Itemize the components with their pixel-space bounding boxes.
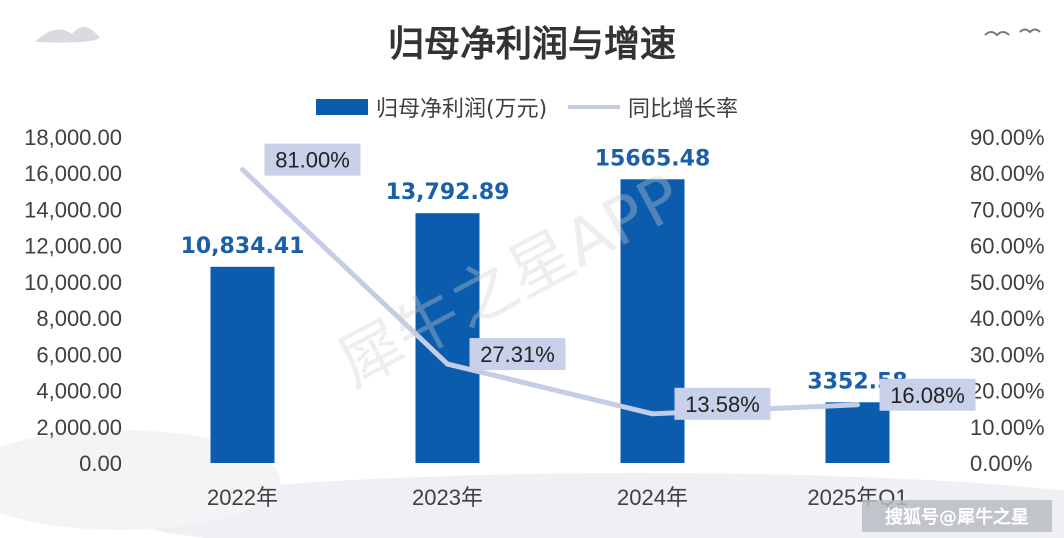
growth-rate-data-label: 13.58% [685,392,760,417]
growth-rate-label-box [879,378,976,411]
decorative-mountain-icon [35,26,100,43]
bar [415,213,480,463]
y-left-tick-label: 6,000.00 [36,342,122,367]
legend-bar-swatch [316,99,368,115]
source-text: 搜狐号@犀牛之星 [885,506,1029,528]
y-right-tick-label: 30.00% [970,342,1045,367]
y-left-tick-label: 12,000.00 [24,234,122,259]
y-left-tick-label: 8,000.00 [36,306,122,331]
legend-label-line: 同比增长率 [628,97,738,122]
y-axis-left: 0.00 2,000.00 4,000.00 6,000.00 8,000.00 10,0… [24,125,122,476]
y-left-tick-label: 0.00 [79,451,122,476]
decorative-bird-icon [1019,28,1041,34]
y-right-tick-label: 60.00% [970,234,1045,259]
y-left-tick-label: 10,000.00 [24,270,122,295]
x-axis: 2022年 2023年 2024年 2025年Q1 [207,485,908,510]
y-left-tick-label: 4,000.00 [36,379,122,404]
y-right-tick-label: 90.00% [970,125,1045,150]
growth-rate-point [855,402,860,408]
growth-rate-data-label: 27.31% [480,342,555,367]
source-badge [862,500,1052,532]
growth-rate-label-box [674,387,771,420]
y-right-tick-label: 50.00% [970,270,1045,295]
line-series: 81.00% 27.31% 13.58% 16.08% [240,143,976,420]
y-left-tick-label: 2,000.00 [36,415,122,440]
growth-rate-point [650,411,655,417]
decorative-bird-icon [984,31,1010,37]
legend-label-bar: 归母净利润(万元) [376,97,547,122]
growth-rate-label-box [264,143,361,176]
growth-rate-point [240,167,245,173]
y-right-tick-label: 70.00% [970,197,1045,222]
bar-data-label: 10,834.41 [181,234,305,259]
y-axis-right: 0.00% 10.00% 20.00% 30.00% 40.00% 50.00% 60.00… [970,125,1045,476]
growth-rate-data-label: 81.00% [275,148,350,173]
background-cloud [120,473,1064,538]
y-left-tick-label: 14,000.00 [24,197,122,222]
x-category-label: 2023年 [412,485,483,510]
y-left-tick-label: 18,000.00 [24,125,122,150]
bar [825,402,890,463]
background-cloud [0,430,280,530]
y-right-tick-label: 80.00% [970,161,1045,186]
growth-rate-data-label: 16.08% [890,383,965,408]
y-right-tick-label: 20.00% [970,379,1045,404]
x-category-label: 2024年 [617,485,688,510]
y-right-tick-label: 0.00% [970,451,1032,476]
growth-rate-point [445,361,450,367]
x-category-label: 2022年 [207,485,278,510]
growth-rate-label-box [469,338,566,371]
bar [210,266,275,463]
y-right-tick-label: 40.00% [970,306,1045,331]
y-left-tick-label: 16,000.00 [24,161,122,186]
bar-data-label: 13,792.89 [386,180,510,205]
y-right-tick-label: 10.00% [970,415,1045,440]
bar-data-label: 15665.48 [595,146,711,171]
chart-title: 归母净利润与增速 [388,24,676,65]
